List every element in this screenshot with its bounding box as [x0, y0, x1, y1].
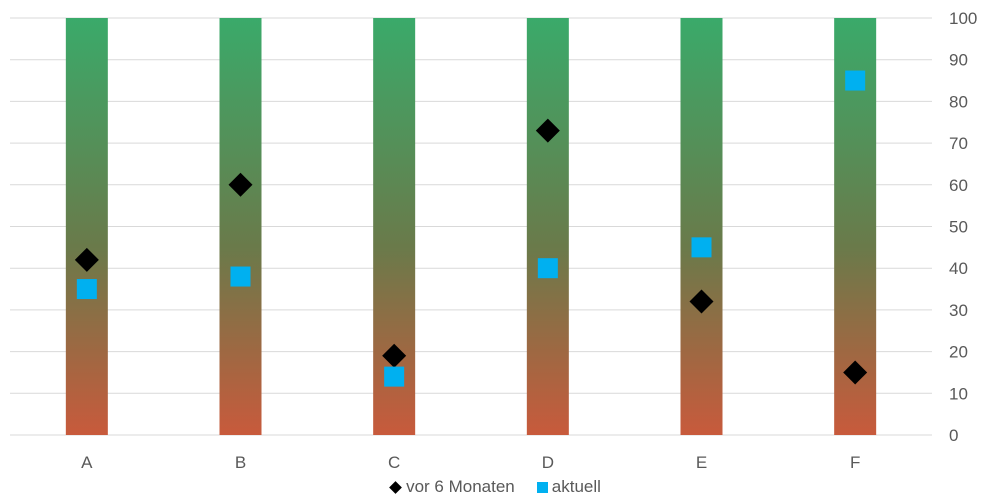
y-tick-label: 90 — [949, 51, 968, 70]
y-tick-label: 10 — [949, 384, 968, 403]
diamond-point — [843, 360, 868, 385]
x-tick-label: B — [235, 453, 246, 472]
legend: vor 6 Monaten aktuell — [0, 477, 992, 497]
square-point — [537, 258, 558, 279]
background-bar — [65, 18, 108, 435]
background-bar — [219, 18, 262, 435]
diamond-point — [74, 247, 99, 272]
square-point — [76, 279, 97, 300]
square-point — [384, 366, 405, 387]
diamond-point — [535, 118, 560, 143]
diamond-point — [689, 289, 714, 314]
x-tick-label: F — [850, 453, 860, 472]
legend-label-series-2: aktuell — [551, 477, 601, 496]
background-bar — [526, 18, 569, 435]
y-tick-label: 0 — [949, 426, 958, 445]
y-tick-label: 60 — [949, 176, 968, 195]
y-tick-label: 20 — [949, 343, 968, 362]
x-axis-ticks: A B C D E F — [81, 453, 860, 472]
gridlines — [10, 17, 932, 436]
background-bars — [65, 18, 877, 435]
legend-label-series-1: vor 6 Monaten — [406, 477, 515, 496]
square-point — [230, 266, 251, 287]
y-tick-label: 100 — [949, 9, 977, 28]
square-point — [845, 70, 866, 91]
square-icon — [536, 481, 548, 493]
y-tick-label: 50 — [949, 218, 968, 237]
y-tick-label: 40 — [949, 259, 968, 278]
y-tick-label: 30 — [949, 301, 968, 320]
y-axis-ticks: 0 10 20 30 40 50 60 70 80 90 100 — [949, 9, 977, 445]
x-tick-label: D — [542, 453, 554, 472]
diamond-point — [382, 343, 407, 368]
data-markers — [74, 70, 868, 387]
x-tick-label: A — [81, 453, 93, 472]
legend-item-series-1: vor 6 Monaten — [389, 477, 515, 497]
background-bar — [680, 18, 723, 435]
x-tick-label: C — [388, 453, 400, 472]
legend-item-series-2: aktuell — [536, 477, 601, 497]
diamond-icon — [389, 480, 402, 494]
diamond-point — [228, 172, 253, 197]
y-tick-label: 70 — [949, 134, 968, 153]
x-tick-label: E — [696, 453, 707, 472]
y-tick-label: 80 — [949, 92, 968, 111]
square-point — [691, 237, 712, 258]
